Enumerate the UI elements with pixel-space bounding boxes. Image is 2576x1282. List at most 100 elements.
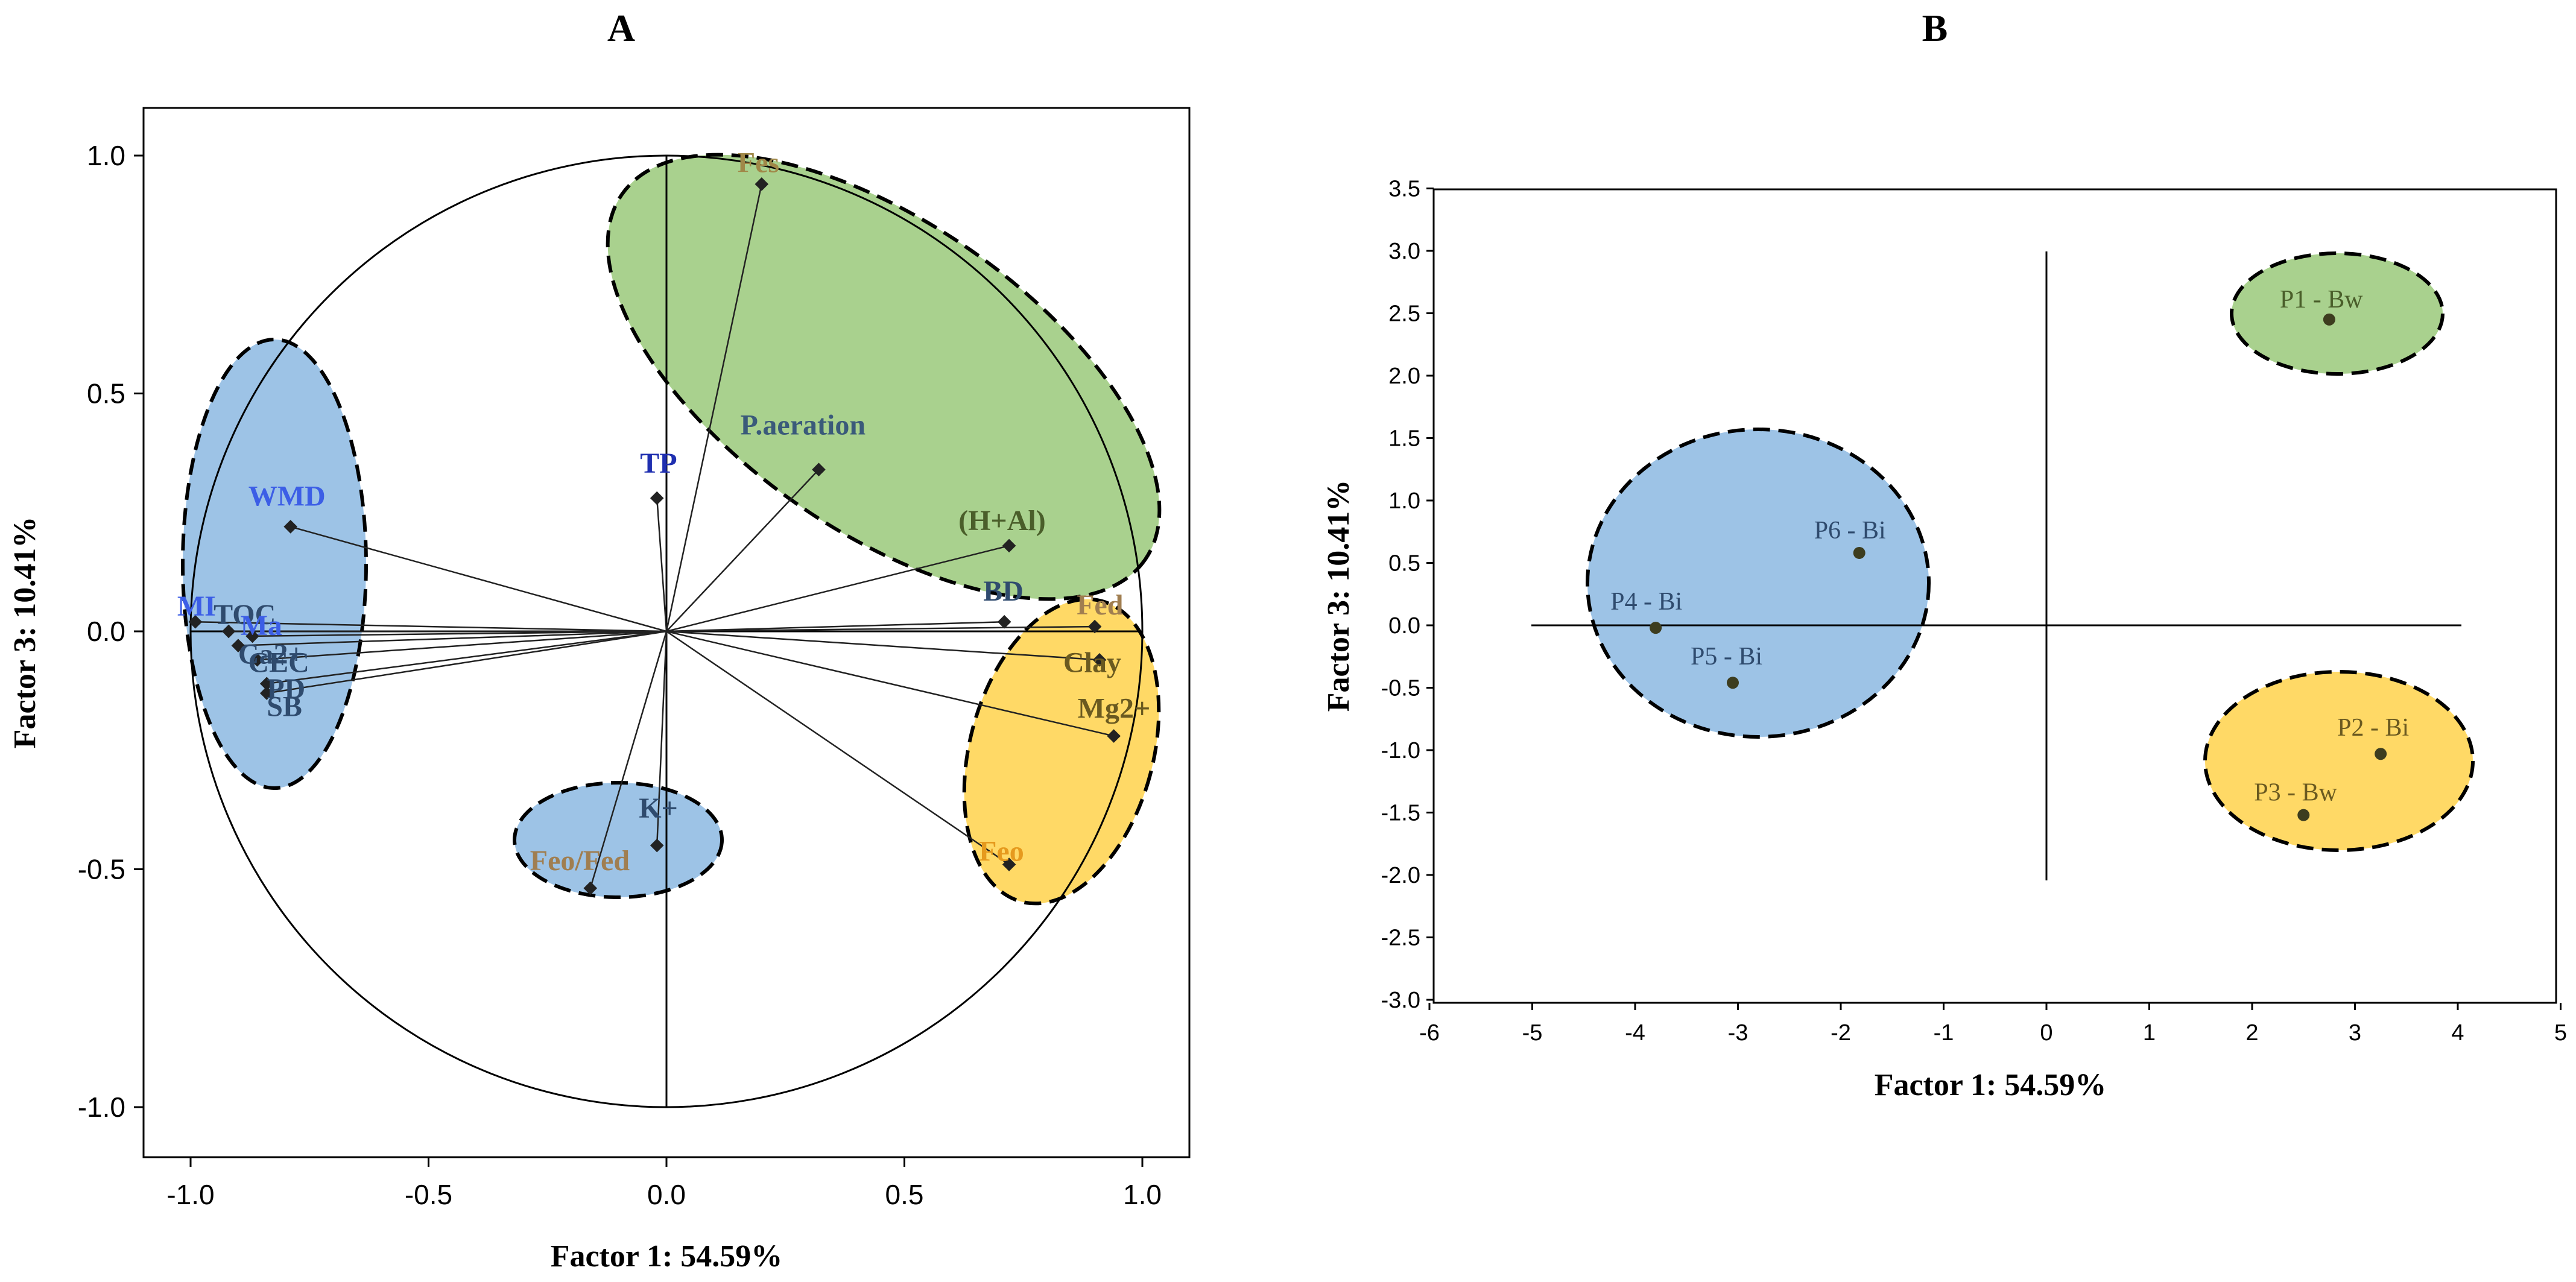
- vector-point-ca2: [231, 639, 245, 652]
- variable-label-p-aeration: P.aeration: [740, 409, 866, 441]
- vector-point-feo-fed: [583, 881, 598, 895]
- panel-b-x-tick-label: 4: [2451, 1020, 2464, 1046]
- variable-label-feo: Feo: [979, 836, 1024, 868]
- vector-feo: [666, 630, 1010, 865]
- point-p5-bi: [1726, 677, 1739, 689]
- variable-label-mg2: Mg2+: [1078, 693, 1151, 725]
- panel-b-points: P1 - Bw P2 - Bi P3 - Bw P4 - Bi P5 - Bi P6 - …: [1610, 286, 2409, 821]
- panel-a-title: A: [607, 7, 635, 49]
- panel-a-x-tick-label: -0.5: [405, 1179, 452, 1210]
- panel-a-y-axis-title: Factor 3: 10.41%: [8, 517, 42, 749]
- vector-point-feo: [1002, 857, 1016, 871]
- vector-point-p-aeration: [812, 463, 826, 477]
- variable-label-pd: PD: [267, 673, 305, 705]
- point-label-p2-bi: P2 - Bi: [2337, 714, 2409, 742]
- panel-a-green-cluster: [606, 153, 1162, 601]
- panel-b-chart: -6 -5 -4 -3 -2 -1 0 1 2 3 4 5 3.5 3.0 2.5 2.0 1.5 1.0 0.5 0…: [1321, 177, 2567, 1103]
- variable-label-fes: Fes: [738, 147, 779, 178]
- panel-a-blue-bottom-cluster: [513, 781, 724, 899]
- panel-b-y-tick-label: 0.5: [1388, 551, 1420, 576]
- panel-b-green-cluster: [2230, 251, 2445, 376]
- vector-cec: [257, 630, 667, 661]
- panel-b-x-tick-label: -5: [1522, 1020, 1543, 1046]
- vector-point-bd: [997, 614, 1011, 629]
- panel-b-blue-cluster: [1586, 428, 1931, 739]
- panel-b-x-tick-label: 3: [2349, 1020, 2361, 1046]
- vector-point-ma: [245, 629, 259, 643]
- vector-bd: [666, 620, 1005, 633]
- panel-b-y-tick-label: 2.5: [1388, 302, 1420, 327]
- panel-a-y-tick-label: 0.0: [87, 616, 125, 647]
- vector-point-h-al: [1002, 538, 1016, 553]
- panel-b-ticks: -6 -5 -4 -3 -2 -1 0 1 2 3 4 5 3.5 3.0 2.5 2.0 1.5 1.0 0.5 0…: [1381, 177, 2568, 1046]
- variable-label-cec: CEC: [248, 646, 309, 678]
- panel-a-y-tick-label: 1.0: [87, 140, 125, 171]
- vector-point-fes: [755, 177, 769, 191]
- point-p2-bi: [2375, 748, 2387, 760]
- point-label-p4-bi: P4 - Bi: [1610, 588, 1682, 616]
- panel-b-y-tick-label: -2.5: [1381, 926, 1420, 951]
- vector-k: [656, 631, 668, 846]
- panel-b-x-tick-label: 0: [2040, 1020, 2052, 1046]
- vector-point-fed: [1087, 619, 1102, 634]
- vector-fes: [665, 184, 763, 632]
- panel-b-x-tick-label: 5: [2554, 1020, 2567, 1046]
- panel-a-y-tick-label: -1.0: [78, 1091, 125, 1123]
- vector-point-pd: [259, 677, 274, 691]
- panel-b-y-axis-title: Factor 3: 10.41%: [1321, 480, 1356, 712]
- point-p6-bi: [1853, 546, 1866, 559]
- panel-b-y-tick-label: 3.5: [1388, 177, 1420, 202]
- panel-b-x-tick-label: -1: [1934, 1020, 1954, 1046]
- vector-point-wmd: [283, 520, 298, 534]
- variable-label-mi: MI: [177, 590, 216, 622]
- panel-a-ticks: -1.0 -0.5 0.0 0.5 1.0 1.0 0.5 0.0 -0.5 -1.0: [78, 140, 1162, 1210]
- panel-b-y-tick-label: 3.0: [1388, 239, 1420, 264]
- vector-sb: [267, 630, 667, 694]
- panel-a-orange-cluster: [962, 597, 1161, 906]
- panel-a-x-tick-label: 0.5: [885, 1179, 924, 1210]
- panel-a-vectors: [188, 177, 1121, 895]
- variable-label-k: K+: [639, 792, 678, 824]
- vector-point-cec: [250, 653, 264, 667]
- variable-label-bd: BD: [983, 575, 1024, 607]
- vector-pd: [267, 630, 667, 685]
- panel-a-x-axis-title: Factor 1: 54.59%: [551, 1239, 783, 1274]
- panel-b-cluster-ellipses: [1586, 251, 2475, 852]
- point-p4-bi: [1650, 622, 1662, 634]
- vector-point-mg2: [1107, 729, 1121, 743]
- vector-ma: [252, 630, 667, 637]
- vector-point-k: [650, 838, 664, 853]
- vector-h-al: [666, 545, 1010, 633]
- variable-label-clay: Clay: [1063, 646, 1121, 678]
- point-label-p6-bi: P6 - Bi: [1814, 517, 1886, 545]
- point-label-p5-bi: P5 - Bi: [1691, 643, 1762, 671]
- panel-a-variable-labels: Fes P.aeration (H+Al) BD TP WMD MITOCMaCa2+CEC…: [177, 147, 1150, 877]
- panel-a-y-tick-label: -0.5: [78, 854, 125, 885]
- vector-point-sb: [259, 686, 274, 700]
- panel-b-x-tick-label: -4: [1625, 1020, 1645, 1046]
- panel-b-plot-frame: [1432, 188, 2557, 1004]
- panel-b-title: B: [1922, 7, 1948, 49]
- panel-b-x-tick-label: 2: [2245, 1020, 2258, 1046]
- panel-a-chart: -1.0 -0.5 0.0 0.5 1.0 1.0 0.5 0.0 -0.5 -1.0 Fes P.…: [8, 107, 1191, 1274]
- panel-b-x-tick-label: 1: [2143, 1020, 2156, 1046]
- panel-b-x-tick-label: -3: [1728, 1020, 1748, 1046]
- vector-p-aeration: [666, 469, 820, 632]
- panel-a-y-tick-label: 0.5: [87, 378, 125, 409]
- panel-a-cluster-ellipses: [181, 153, 1162, 906]
- panel-a-x-tick-label: 0.0: [647, 1179, 686, 1210]
- vector-mi: [195, 620, 667, 633]
- vector-ca2: [238, 630, 667, 646]
- panel-b-y-tick-label: 2.0: [1388, 364, 1420, 389]
- variable-label-wmd: WMD: [248, 480, 326, 512]
- panel-b-x-tick-label: -6: [1419, 1020, 1440, 1046]
- panel-b-y-tick-label: 1.0: [1388, 488, 1420, 514]
- variable-label-sb: SB: [267, 691, 302, 723]
- variable-label-ca2: Ca2+: [238, 639, 305, 671]
- vector-point-clay: [1092, 653, 1107, 667]
- variable-label-h-al: (H+Al): [958, 505, 1046, 537]
- point-p1-bw: [2323, 313, 2335, 326]
- variable-label-tp: TP: [640, 447, 677, 479]
- vector-clay: [666, 630, 1100, 661]
